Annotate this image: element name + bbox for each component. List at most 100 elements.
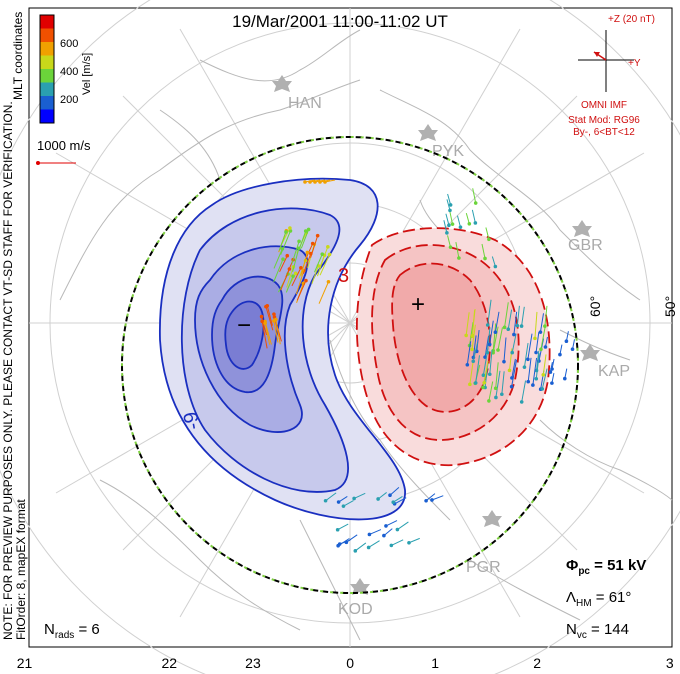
velocity-vector-origin: [272, 312, 276, 316]
velocity-vector-origin: [470, 333, 475, 338]
velocity-vector: [532, 357, 538, 386]
velocity-vector-origin: [473, 201, 478, 205]
velocity-vector: [511, 333, 517, 353]
velocity-vector-origin: [259, 314, 264, 319]
colorbar-tick-600: 600: [60, 38, 78, 50]
station-gbr: GBR: [568, 237, 603, 254]
reference-vector-label: 1000 m/s: [37, 138, 91, 153]
velocity-vector: [542, 354, 547, 375]
velocity-vector-origin: [310, 241, 315, 246]
velocity-vector: [278, 231, 287, 251]
velocity-vectors[interactable]: [259, 179, 576, 553]
velocity-vector-origin: [487, 237, 491, 242]
velocity-vector-origin: [448, 208, 452, 213]
velocity-vector-origin: [304, 278, 308, 283]
velocity-vector-origin: [533, 336, 537, 341]
velocity-vector-origin: [468, 382, 472, 387]
velocity-vector-origin: [288, 226, 292, 230]
velocity-vector: [280, 230, 291, 255]
velocity-vector-origin: [367, 532, 372, 537]
velocity-vector-origin: [389, 543, 394, 548]
negative-cell: − -9: [159, 177, 406, 521]
velocity-vector: [273, 320, 279, 343]
velocity-vector: [541, 368, 548, 390]
velocity-vector: [443, 220, 448, 233]
svg-text:Nrads = 6: Nrads = 6: [44, 621, 100, 641]
velocity-vector: [540, 324, 547, 350]
velocity-vector-origin: [526, 379, 531, 384]
colorbar-swatch: [40, 96, 54, 110]
velocity-vector-origin: [570, 347, 575, 352]
velocity-vector: [465, 213, 470, 224]
velocity-vector: [447, 235, 452, 248]
reference-vector-dot: [36, 161, 40, 165]
velocity-vector-origin: [315, 233, 320, 238]
velocity-vector: [425, 493, 436, 502]
velocity-vector: [337, 523, 349, 531]
velocity-vector: [397, 521, 409, 530]
colorbar-swatch: [40, 42, 54, 56]
velocity-vector: [455, 242, 460, 259]
velocity-vector: [489, 320, 494, 345]
latitude-label-50: 50°: [662, 296, 678, 317]
velocity-vector: [383, 528, 393, 536]
velocity-vector-origin: [471, 359, 476, 364]
velocity-vector-origin: [305, 250, 310, 255]
fit-order-note: FitOrder: 8, mapEX format: [14, 499, 28, 640]
positive-cell-symbol: +: [411, 291, 425, 318]
velocity-vector-origin: [465, 362, 470, 367]
velocity-vector-origin: [512, 332, 516, 337]
velocity-vector-origin: [303, 180, 307, 184]
velocity-vector-origin: [297, 239, 301, 244]
velocity-vector-origin: [284, 230, 288, 234]
velocity-vector: [385, 520, 398, 527]
velocity-vector: [280, 268, 290, 291]
velocity-vector-origin: [531, 383, 535, 387]
velocity-vector: [488, 381, 494, 402]
velocity-vector-origin: [457, 256, 461, 260]
velocity-vector: [298, 230, 307, 252]
imf-z-label: +Z (20 nT): [608, 14, 655, 25]
velocity-vector: [472, 188, 477, 204]
svg-text:Nvc = 144: Nvc = 144: [566, 621, 629, 641]
colorbar-label: Vel [m/s]: [81, 53, 93, 95]
velocity-vector: [527, 333, 533, 360]
velocity-vector-origin: [335, 527, 340, 532]
velocity-vector: [300, 229, 310, 249]
velocity-vector: [369, 529, 382, 535]
velocity-vector: [286, 266, 294, 288]
velocity-vector-origin: [500, 392, 504, 397]
velocity-vector-origin: [473, 381, 478, 385]
colorbar-swatch: [40, 82, 54, 97]
velocity-vector-origin: [336, 500, 341, 504]
positive-cell: + 3: [338, 227, 551, 467]
velocity-vector: [476, 329, 480, 352]
colorbar-border: [39, 14, 55, 124]
velocity-vector: [264, 323, 271, 345]
velocity-vector-origin: [407, 540, 411, 545]
velocity-vector: [472, 342, 479, 362]
velocity-vector-origin: [448, 245, 453, 249]
velocity-vector-origin: [487, 372, 492, 377]
velocity-vector: [319, 254, 331, 276]
velocity-vector-origin: [288, 229, 293, 233]
velocity-vector: [472, 335, 477, 358]
velocity-vector-origin: [320, 252, 325, 256]
velocity-vector-origin: [510, 350, 515, 355]
velocity-vector: [523, 343, 529, 368]
velocity-vector-origin: [494, 395, 498, 400]
station-markers: [272, 75, 600, 595]
velocity-vector-origin: [313, 180, 317, 184]
velocity-vector-origin: [481, 373, 486, 378]
velocity-vector: [325, 492, 337, 502]
velocity-vector: [495, 362, 499, 389]
velocity-vector-origin: [309, 251, 313, 256]
velocity-vector-origin: [450, 222, 455, 226]
velocity-vector: [300, 252, 308, 276]
stat-lambda-hm: ΛHM = 61°: [566, 589, 631, 609]
velocity-vector-origin: [327, 252, 332, 257]
imf-dial: [578, 30, 634, 92]
velocity-vector: [296, 280, 307, 301]
velocity-vector-origin: [388, 493, 392, 498]
velocity-vector-origin: [519, 324, 524, 328]
